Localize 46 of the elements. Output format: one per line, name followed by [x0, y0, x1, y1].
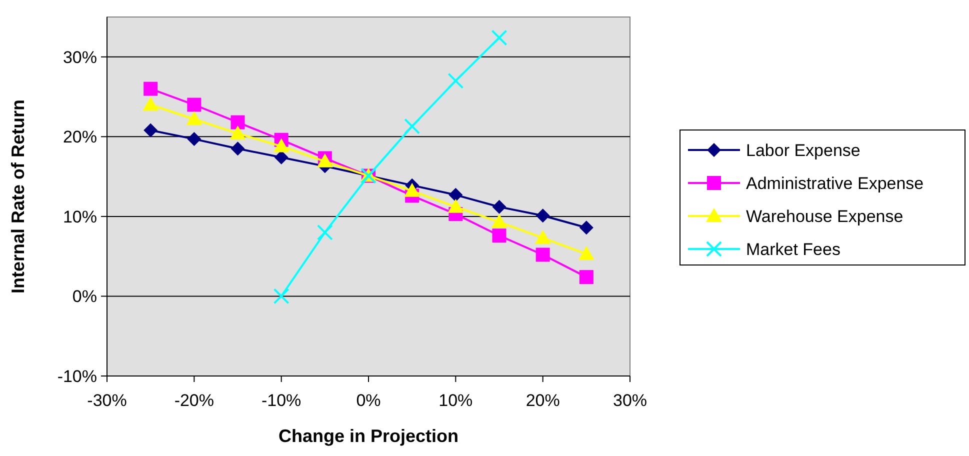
point — [230, 115, 245, 130]
legend-label: Market Fees — [746, 240, 840, 259]
point — [492, 200, 506, 214]
point — [404, 182, 420, 197]
point — [142, 96, 159, 111]
point — [491, 214, 508, 228]
y-tick-label: -10% — [57, 366, 97, 386]
legend-label: Warehouse Expense — [746, 206, 904, 226]
point — [144, 123, 158, 138]
y-tick-label: 30% — [62, 48, 97, 67]
point — [187, 132, 202, 146]
point — [230, 142, 245, 156]
point — [579, 220, 594, 235]
point — [187, 98, 202, 112]
point — [536, 248, 550, 262]
legend-label: Labor Expense — [746, 140, 860, 160]
point — [448, 72, 464, 89]
point — [274, 150, 288, 164]
y-axis-title: Internal Rate of Return — [8, 99, 28, 294]
point — [316, 224, 333, 240]
y-tick-label: 10% — [62, 207, 97, 226]
point — [273, 138, 290, 152]
point — [404, 118, 420, 134]
point — [230, 125, 246, 140]
x-tick-label: 0% — [356, 391, 381, 410]
point — [491, 30, 508, 46]
x-tick-label: 10% — [438, 391, 473, 410]
x-axis-title: Change in Projection — [278, 426, 459, 446]
point — [448, 198, 464, 213]
y-tick-label: 20% — [62, 128, 97, 147]
point — [273, 288, 290, 304]
point — [578, 246, 594, 260]
point — [536, 208, 550, 223]
x-tick-label: 30% — [612, 391, 648, 410]
point — [186, 111, 202, 126]
x-tick-label: -10% — [261, 391, 302, 410]
point — [492, 228, 506, 243]
x-tick-label: -30% — [87, 391, 127, 410]
point — [534, 230, 551, 244]
x-tick-label: -20% — [174, 391, 214, 410]
legend-label: Administrative Expense — [746, 174, 924, 193]
point — [579, 270, 594, 284]
point — [448, 188, 463, 202]
x-tick-label: 20% — [526, 391, 560, 410]
point — [144, 82, 158, 96]
y-tick-label: 0% — [72, 287, 97, 306]
